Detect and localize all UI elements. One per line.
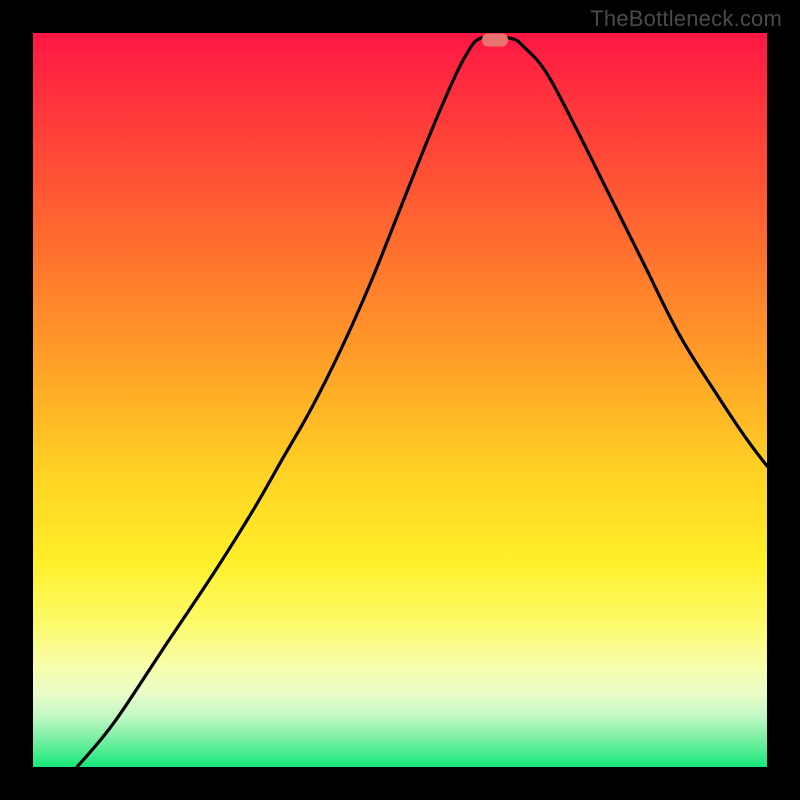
- bottleneck-curve: [33, 33, 767, 767]
- watermark-text: TheBottleneck.com: [590, 6, 782, 32]
- optimal-marker: [482, 33, 508, 46]
- plot-area: [33, 33, 767, 767]
